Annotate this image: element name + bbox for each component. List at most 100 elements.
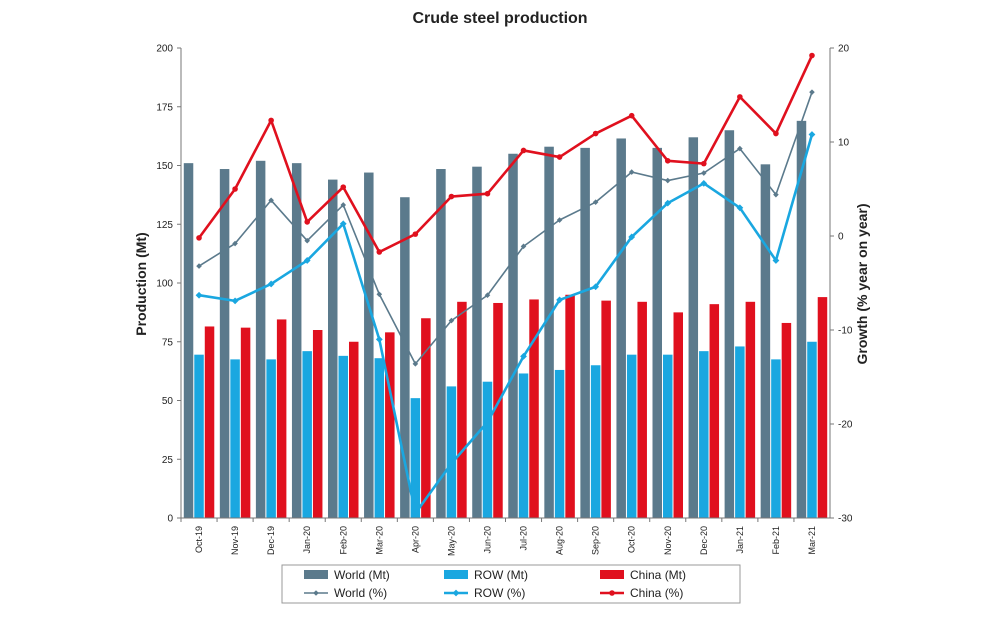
legend-marker-world <box>313 590 319 596</box>
x-tick-label-14: Dec-20 <box>699 526 709 555</box>
legend-label-2: China (Mt) <box>630 568 686 582</box>
point-row-2 <box>267 280 275 288</box>
left-tick-label-4: 100 <box>156 279 173 290</box>
chart-title: Crude steel production <box>412 10 587 27</box>
point-china-11 <box>592 130 599 137</box>
point-china-3 <box>304 219 310 225</box>
legend: World (Mt) ROW (Mt) China (Mt) World (%) ROW… <box>281 564 741 604</box>
bar-world-mt-4 <box>328 179 338 518</box>
point-china-10 <box>556 154 563 160</box>
point-china-8 <box>484 190 491 197</box>
point-world-15 <box>737 145 743 152</box>
point-world-14 <box>701 170 707 176</box>
point-row-13 <box>664 199 672 207</box>
legend-box <box>281 564 741 604</box>
x-tick-label-11: Sep-20 <box>591 526 601 555</box>
x-tick-label-10: Aug-20 <box>555 526 565 555</box>
bar-row-mt-2 <box>266 359 276 518</box>
x-tick-label-16: Feb-21 <box>771 526 781 555</box>
bar-china-mt-1 <box>240 327 251 518</box>
bar-world-mt-13 <box>652 147 662 518</box>
bar-world-mt-0 <box>183 163 194 518</box>
x-tick-label-7: May-20 <box>446 526 456 556</box>
point-row-11 <box>592 283 600 291</box>
bar-row-mt-5 <box>374 358 385 518</box>
bar-row-mt-7 <box>446 386 457 518</box>
point-row-14 <box>700 179 708 187</box>
bar-row-mt-3 <box>302 351 312 518</box>
bar-china-mt-0 <box>204 326 215 518</box>
bar-world-mt-9 <box>508 153 518 518</box>
legend-label-1: ROW (Mt) <box>474 568 528 582</box>
point-china-7 <box>448 193 455 200</box>
bar-world-mt-3 <box>291 163 302 518</box>
x-tick-label-17: Mar-21 <box>807 526 817 555</box>
legend-label-0: World (Mt) <box>334 568 390 582</box>
bar-china-mt-16 <box>781 322 792 518</box>
point-row-8 <box>484 418 491 426</box>
bar-row-mt-0 <box>194 354 204 518</box>
x-tick-label-8: Jun-20 <box>482 526 492 554</box>
left-tick-label-5: 125 <box>156 220 173 231</box>
point-row-0 <box>195 291 203 299</box>
right-tick-label-5: 20 <box>838 44 850 55</box>
bar-china-mt-14 <box>709 304 720 518</box>
bar-china-mt-8 <box>493 302 503 518</box>
x-tick-label-3: Jan-20 <box>302 526 312 554</box>
bar-row-mt-15 <box>735 346 745 518</box>
point-world-3 <box>304 237 310 244</box>
point-china-0 <box>196 235 202 241</box>
bar-row-mt-10 <box>554 369 565 518</box>
legend-marker-row <box>452 589 460 597</box>
point-row-16 <box>772 257 780 264</box>
bar-china-mt-13 <box>673 312 683 518</box>
point-china-5 <box>376 249 383 255</box>
x-tick-label-0: Oct-19 <box>194 526 204 553</box>
right-tick-label-2: -10 <box>838 326 853 337</box>
bar-world-mt-1 <box>219 169 230 518</box>
point-world-17 <box>809 89 815 95</box>
point-row-4 <box>339 220 347 228</box>
point-world-16 <box>773 191 779 198</box>
point-world-1 <box>232 240 238 247</box>
bar-world-mt-12 <box>616 138 626 518</box>
bar-world-mt-2 <box>255 160 266 519</box>
legend-label-line-0: World (%) <box>334 586 387 600</box>
point-row-1 <box>231 297 239 305</box>
x-tick-label-2: Dec-19 <box>266 526 276 555</box>
bar-row-mt-12 <box>626 354 637 518</box>
line-row <box>198 134 814 515</box>
right-axis-title: Growth (% year on year) <box>854 203 870 364</box>
point-world-7 <box>448 317 455 324</box>
bar-china-mt-17 <box>817 297 828 518</box>
bar-china-mt-10 <box>565 294 575 518</box>
right-tick-label-3: 0 <box>838 232 844 243</box>
plot-area: 0 25 50 75 100 125 150 175 200 -30 -20 -10 0 10 20 Oct-… <box>156 44 853 557</box>
bar-china-mt-12 <box>637 301 647 518</box>
x-tick-label-6: Apr-20 <box>410 526 420 553</box>
point-china-16 <box>773 130 779 137</box>
point-china-13 <box>664 158 671 164</box>
bar-row-mt-6 <box>410 398 421 518</box>
x-tick-label-9: Jul-20 <box>519 526 529 551</box>
point-world-10 <box>556 217 563 223</box>
legend-label-line-2: China (%) <box>630 586 683 600</box>
left-axis-title: Production (Mt) <box>133 232 149 335</box>
point-row-15 <box>736 204 744 212</box>
point-china-15 <box>737 94 743 100</box>
bar-china-mt-7 <box>457 301 467 518</box>
left-tick-label-7: 175 <box>156 102 173 113</box>
point-china-17 <box>809 52 815 59</box>
bar-china-mt-6 <box>421 318 431 518</box>
point-row-7 <box>448 460 455 467</box>
point-china-14 <box>701 160 707 167</box>
bar-world-mt-7 <box>436 169 446 518</box>
x-tick-label-5: Mar-20 <box>374 526 384 555</box>
bar-row-mt-1 <box>230 359 240 518</box>
point-world-5 <box>376 291 383 298</box>
bar-row-mt-13 <box>663 354 673 518</box>
point-china-9 <box>520 147 527 154</box>
line-china <box>197 54 814 254</box>
point-row-5 <box>375 336 383 343</box>
